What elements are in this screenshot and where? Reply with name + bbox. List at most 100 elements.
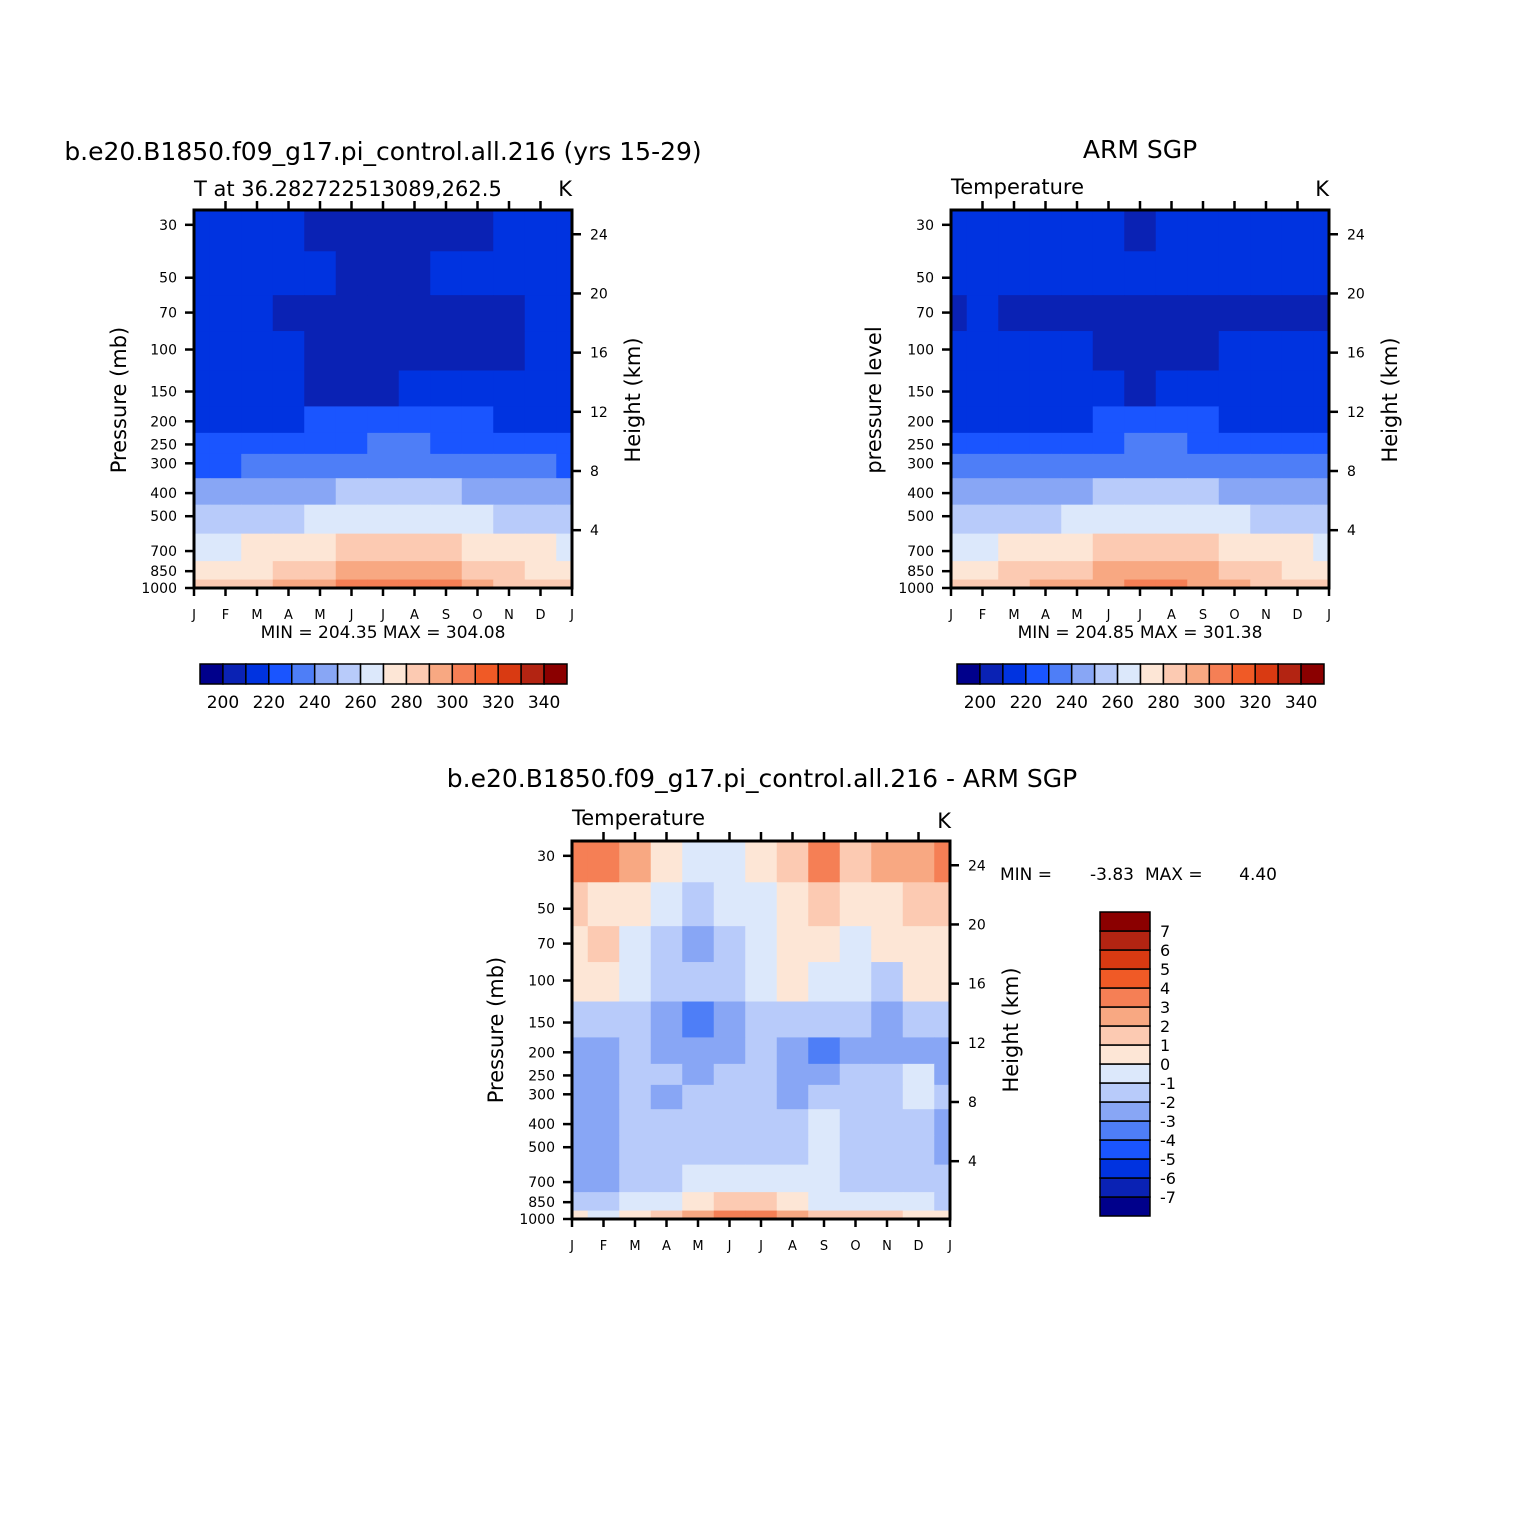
contour-cell	[1124, 504, 1157, 535]
contour-cell	[493, 504, 526, 535]
contour-cell	[461, 251, 494, 296]
contour-cell	[556, 295, 573, 332]
contour-cell	[808, 1084, 841, 1110]
contour-cell	[398, 504, 431, 535]
contour-cell	[194, 251, 211, 296]
contour-cell	[367, 370, 400, 408]
contour-cell	[367, 331, 400, 372]
contour-cell	[304, 561, 337, 581]
contour-cell	[1029, 579, 1062, 589]
contour-cell	[839, 926, 872, 963]
contour-cell	[1218, 295, 1251, 332]
contour-cell	[556, 453, 573, 479]
contour-cell	[398, 579, 431, 589]
contour-cell	[998, 210, 1031, 252]
contour-cell	[194, 533, 211, 562]
contour-cell	[1187, 579, 1220, 589]
contour-cell	[587, 1001, 620, 1039]
contour-cell	[713, 882, 746, 927]
contour-cell	[1061, 210, 1094, 252]
colorbar-box	[405, 663, 431, 685]
contour-cell	[776, 1210, 809, 1220]
contour-cell	[966, 504, 999, 535]
contour-cell	[335, 453, 368, 479]
colorbar-tick-label: 340	[528, 693, 560, 713]
x-tick-label: M	[1071, 608, 1082, 623]
contour-cell	[966, 210, 999, 252]
contour-cell	[1029, 210, 1062, 252]
contour-cell	[1281, 579, 1314, 589]
contour-cell	[1092, 331, 1125, 372]
contour-cell	[934, 1109, 951, 1137]
height-tick-label: 16	[590, 346, 608, 362]
contour-cell	[1218, 453, 1251, 479]
contour-cell	[1281, 251, 1314, 296]
contour-cell	[209, 453, 242, 479]
x-tick-label: J	[948, 608, 953, 623]
contour-cell	[1029, 478, 1062, 506]
contour-cell	[776, 1037, 809, 1065]
contour-cell	[367, 210, 400, 252]
colorbar-tick-label: 220	[253, 693, 285, 713]
contour-cell	[572, 1210, 589, 1220]
contour-cell	[209, 579, 242, 589]
contour-cell	[241, 251, 274, 296]
contour-cell	[572, 882, 589, 927]
colorbar-tick-label: 200	[207, 693, 239, 713]
x-tick-label: J	[758, 1239, 763, 1254]
x-tick-label: A	[662, 1239, 671, 1254]
contour-cell	[902, 1063, 935, 1086]
contour-cell	[951, 370, 968, 408]
contour-cell	[1124, 533, 1157, 562]
colorbar-box	[1025, 663, 1050, 685]
contour-cell	[1281, 478, 1314, 506]
contour-cell	[493, 579, 526, 589]
height-tick-label: 24	[1347, 227, 1365, 243]
height-tick-label: 24	[590, 227, 608, 243]
colorbar-tick-label: 5	[1160, 960, 1170, 979]
height-tick-label: 4	[968, 1154, 977, 1170]
contour-cell	[272, 295, 305, 332]
contour-cell	[713, 841, 746, 883]
contour-cell	[839, 1037, 872, 1065]
contour-cell	[367, 478, 400, 506]
contour-cell	[1124, 478, 1157, 506]
contour-cell	[1281, 370, 1314, 408]
contour-cell	[1155, 561, 1188, 581]
contour-cell	[194, 432, 211, 455]
contour-cell	[461, 432, 494, 455]
contour-cell	[1092, 370, 1125, 408]
contour-cell	[304, 251, 337, 296]
contour-cell	[430, 579, 463, 589]
contour-cell	[713, 1164, 746, 1193]
diff-axes: J F M A M J J A S O N D J 30 50 70 100 150 200 250 300 400 500…	[519, 832, 986, 1254]
contour-cell	[902, 1192, 935, 1212]
y-tick-label: 50	[159, 271, 177, 287]
contour-cell	[871, 1135, 904, 1166]
contour-cell	[871, 926, 904, 963]
contour-cell	[241, 295, 274, 332]
contour-cell	[587, 1164, 620, 1193]
contour-cell	[1187, 533, 1220, 562]
contour-cell	[335, 295, 368, 332]
colorbar-box	[291, 663, 316, 685]
contour-cell	[1124, 561, 1157, 581]
height-tick-label: 4	[1347, 523, 1356, 539]
contour-cell	[650, 841, 683, 883]
contour-cell	[934, 1164, 951, 1193]
colorbar-box	[1070, 663, 1096, 685]
contour-cell	[934, 1037, 951, 1065]
contour-cell	[1155, 579, 1188, 589]
contour-cell	[1281, 561, 1314, 581]
x-tick-label: N	[882, 1239, 892, 1254]
contour-cell	[934, 1210, 951, 1220]
contour-cell	[1029, 406, 1062, 434]
colorbar-tick-label: 260	[1101, 693, 1133, 713]
contour-cell	[998, 331, 1031, 372]
colorbar-tick-label: 320	[482, 693, 514, 713]
contour-cell	[1187, 295, 1220, 332]
contour-cell	[272, 533, 305, 562]
colorbar-tick-label: 240	[1055, 693, 1087, 713]
x-tick-label: F	[600, 1239, 607, 1254]
contour-cell	[430, 251, 463, 296]
